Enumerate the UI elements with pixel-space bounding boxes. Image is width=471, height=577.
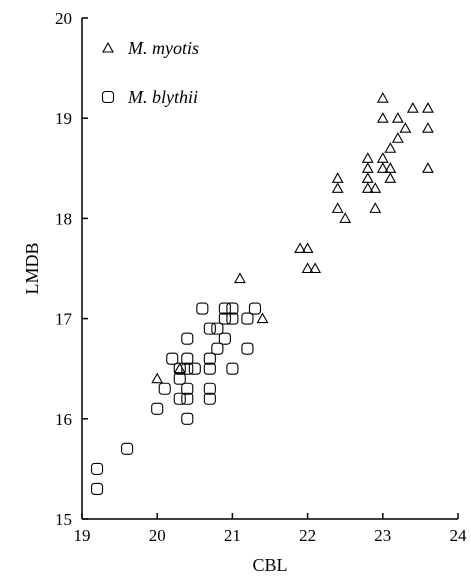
myotis-point xyxy=(369,182,382,193)
myotis-point xyxy=(421,102,434,113)
x-axis-ticks: 19 20 21 22 23 24 xyxy=(74,513,468,545)
y-tick-label: 20 xyxy=(55,9,72,28)
y-tick-label: 17 xyxy=(55,310,73,329)
blythii-point xyxy=(203,322,216,335)
blythii-point xyxy=(248,302,262,315)
blythii-point xyxy=(241,312,254,325)
myotis-point xyxy=(421,122,434,133)
myotis-point xyxy=(391,112,404,123)
y-axis-title: LMDB xyxy=(22,242,42,294)
myotis-point xyxy=(384,172,397,183)
blythii-point xyxy=(181,332,194,345)
myotis-point xyxy=(376,162,389,173)
x-tick-label: 23 xyxy=(374,526,391,545)
blythii-point xyxy=(173,392,186,405)
legend-label: M. blythii xyxy=(127,87,198,107)
blythii-point xyxy=(151,402,164,415)
blythii-point xyxy=(226,362,239,375)
myotis-point xyxy=(376,92,389,103)
blythii-point xyxy=(203,352,216,365)
x-tick-label: 19 xyxy=(74,526,91,545)
blythii-point xyxy=(203,362,216,375)
blythii-point xyxy=(173,372,186,385)
blythii-point xyxy=(90,462,104,475)
myotis-point xyxy=(361,162,374,173)
blythii-point xyxy=(203,382,216,395)
myotis-point xyxy=(151,372,164,384)
legend-square-icon xyxy=(101,90,115,104)
y-tick-label: 19 xyxy=(55,109,72,128)
myotis-point xyxy=(301,242,314,254)
x-tick-label: 22 xyxy=(299,526,316,545)
y-tick-label: 18 xyxy=(55,209,72,228)
myotis-point xyxy=(376,152,389,163)
myotis-point xyxy=(339,212,352,223)
myotis-point xyxy=(331,172,344,183)
blythii-point xyxy=(158,382,171,395)
x-tick-label: 24 xyxy=(450,526,468,545)
y-tick-label: 16 xyxy=(55,410,72,429)
myotis-point xyxy=(233,272,246,284)
plot-frame xyxy=(81,18,458,520)
myotis-point xyxy=(361,182,374,193)
myotis-point xyxy=(256,312,269,324)
blythii-point xyxy=(181,382,194,395)
myotis-point xyxy=(173,362,186,374)
blythii-point xyxy=(211,322,224,335)
blythii-point xyxy=(181,352,194,365)
myotis-point xyxy=(376,112,389,123)
blythii-point xyxy=(196,302,209,315)
blythii-point xyxy=(203,392,216,405)
myotis-point xyxy=(301,262,314,274)
blythii-point xyxy=(211,342,224,355)
myotis-point xyxy=(421,162,434,173)
y-tick-label: 15 xyxy=(55,510,72,529)
y-axis-ticks: 15 16 17 18 19 20 xyxy=(55,9,88,529)
myotis-point xyxy=(399,122,412,133)
blythii-point xyxy=(218,312,231,325)
blythii-point xyxy=(188,362,201,375)
myotis-point xyxy=(331,182,344,193)
myotis-point xyxy=(309,262,322,274)
myotis-point xyxy=(406,102,419,113)
myotis-point xyxy=(369,202,382,213)
blythii-point xyxy=(226,302,239,315)
blythii-point xyxy=(226,312,239,325)
x-tick-label: 20 xyxy=(149,526,166,545)
blythii-point xyxy=(90,482,104,495)
myotis-point xyxy=(331,202,344,213)
blythii-point xyxy=(166,352,179,365)
myotis-point xyxy=(361,172,374,183)
blythii-point xyxy=(173,362,186,375)
myotis-point xyxy=(361,152,374,163)
data-markers xyxy=(90,92,434,495)
blythii-point xyxy=(241,342,254,355)
blythii-point xyxy=(121,442,134,455)
legend-triangle-icon xyxy=(102,41,114,53)
myotis-point xyxy=(384,142,397,153)
x-tick-label: 21 xyxy=(224,526,241,545)
legend-label: M. myotis xyxy=(127,38,199,58)
legend: M. myotis M. blythii xyxy=(101,38,199,107)
x-axis-title: CBL xyxy=(252,555,287,575)
myotis-point xyxy=(391,132,404,143)
blythii-point xyxy=(218,332,231,345)
myotis-point xyxy=(294,242,307,254)
blythii-point xyxy=(181,362,194,375)
blythii-point xyxy=(218,302,231,315)
blythii-point xyxy=(181,412,194,425)
blythii-point xyxy=(181,392,194,405)
